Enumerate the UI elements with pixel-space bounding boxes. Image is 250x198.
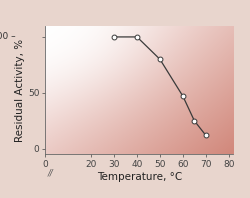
Text: 100 –: 100 – [0, 32, 15, 41]
Text: //: // [48, 169, 54, 178]
X-axis label: Temperature, °C: Temperature, °C [96, 172, 181, 182]
Y-axis label: Residual Activity, %: Residual Activity, % [15, 39, 25, 142]
